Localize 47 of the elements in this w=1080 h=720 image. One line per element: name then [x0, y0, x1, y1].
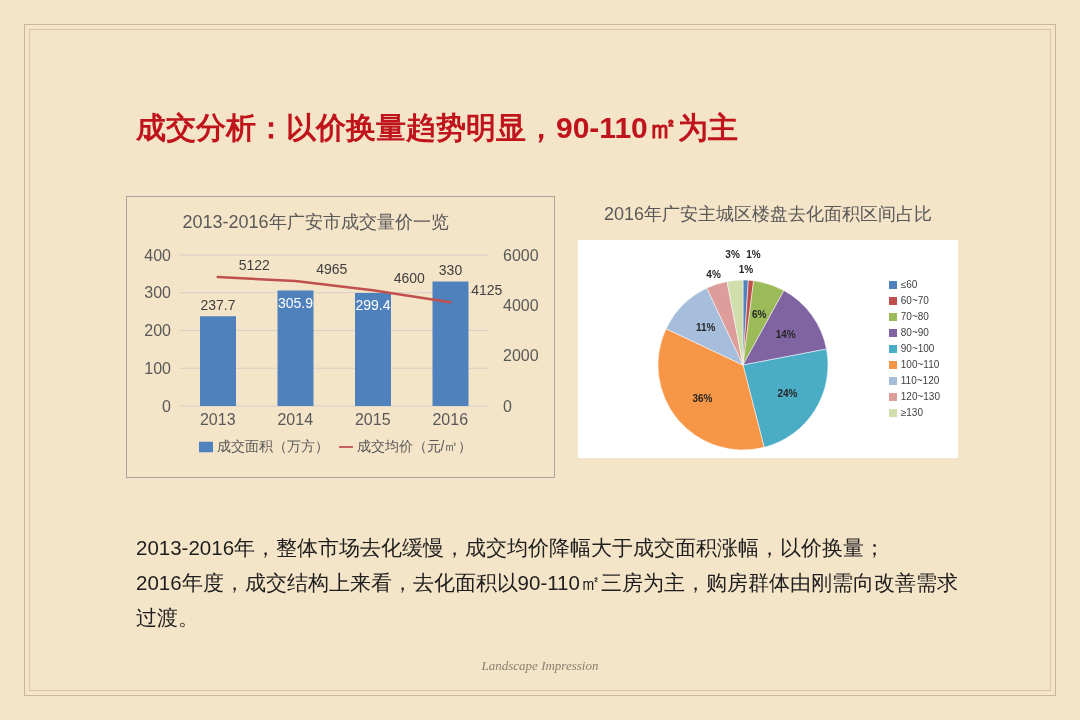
y2-tick-label: 2000 [503, 347, 539, 365]
legend-label: 80~90 [900, 327, 929, 338]
data-label: 330 [438, 262, 463, 279]
y-tick-label: 300 [144, 284, 172, 302]
y2-tick-label: 0 [503, 397, 512, 415]
text: 成交分析：以价换量趋势明显，90-110㎡为主 [136, 110, 739, 146]
y-tick-label: 0 [162, 397, 172, 415]
chart-title: 2013-2016年广安市成交量价一览 [181, 211, 450, 234]
data-label: 4965 [316, 261, 348, 278]
y2-tick-label: 4000 [503, 297, 539, 315]
legend-label: 100~110 [900, 359, 940, 370]
legend-label: ≥130 [900, 407, 923, 418]
legend-label: 70~80 [900, 311, 929, 322]
data-label: 14% [775, 328, 796, 340]
text: 2016年度，成交结构上来看，去化面积以90-110㎡三房为主，购房群体由刚需向改善需求过渡。 [136, 570, 959, 631]
data-label: 237.7 [200, 297, 236, 314]
y2-tick-label: 6000 [503, 246, 539, 264]
data-label: 4600 [393, 270, 426, 287]
legend-label: 60~70 [900, 295, 929, 306]
text: 2013-2016年，整体市场去化缓慢，成交均价降幅大于成交面积涨幅，以价换量； [136, 535, 887, 561]
y-tick-label: 400 [144, 246, 172, 264]
legend-label: 成交均价（元/㎡） [356, 438, 473, 454]
data-label: 11% [696, 322, 716, 334]
legend-label: 成交面积（万方） [216, 438, 329, 454]
x-tick-label: 2014 [277, 411, 314, 429]
legend-label: ≤60 [900, 279, 918, 290]
data-label: 5122 [238, 257, 271, 274]
data-label: 4125 [471, 282, 503, 299]
data-label: 1% [746, 249, 761, 261]
data-label: 299.4 [355, 296, 391, 313]
data-label: 24% [777, 387, 798, 399]
x-tick-label: 2013 [199, 411, 236, 429]
data-label: 1% [738, 264, 754, 276]
y-tick-label: 200 [144, 322, 172, 340]
legend-label: 110~120 [900, 375, 940, 386]
chart-title: 2016年广安主城区楼盘去化面积区间占比 [602, 203, 933, 226]
data-label: 36% [692, 393, 713, 405]
text: Landscape Impression [480, 657, 600, 675]
data-label: 305.9 [277, 294, 314, 311]
y-tick-label: 100 [144, 359, 172, 377]
data-label: 3% [725, 249, 740, 261]
x-tick-label: 2015 [354, 411, 391, 429]
legend-label: 90~100 [900, 343, 935, 354]
data-label: 4% [706, 268, 721, 280]
x-tick-label: 2016 [432, 411, 469, 429]
legend-label: 120~130 [900, 391, 940, 402]
data-label: 6% [752, 309, 767, 321]
